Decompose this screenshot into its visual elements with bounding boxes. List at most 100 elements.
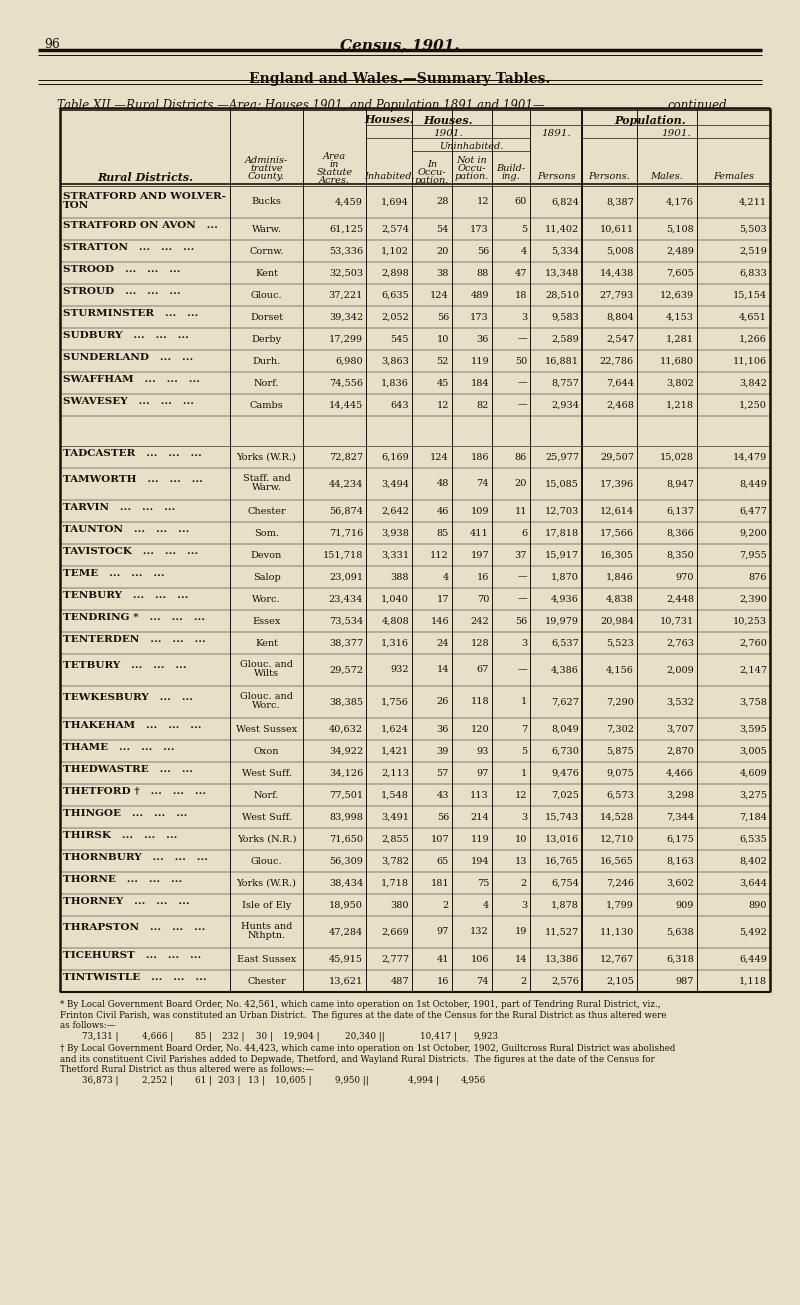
Text: 12,703: 12,703 [545,506,579,515]
Text: 20,984: 20,984 [600,616,634,625]
Text: 124: 124 [430,291,449,300]
Text: Persons.: Persons. [589,172,630,181]
Text: 3,005: 3,005 [739,746,767,756]
Text: 74: 74 [477,479,489,488]
Text: 74: 74 [477,976,489,985]
Text: 12: 12 [514,791,527,800]
Text: 1,870: 1,870 [551,573,579,582]
Text: Glouc.: Glouc. [250,291,282,300]
Text: THORNEY   ...   ...   ...: THORNEY ... ... ... [63,897,190,906]
Text: Statute: Statute [317,168,353,177]
Text: 67: 67 [477,666,489,675]
Text: 6,537: 6,537 [551,638,579,647]
Text: TON: TON [63,201,90,210]
Text: 20,340 ||: 20,340 || [345,1031,385,1041]
Text: Rural Districts.: Rural Districts. [97,172,193,183]
Text: 7,290: 7,290 [606,697,634,706]
Text: Build-: Build- [497,164,526,174]
Text: 3,938: 3,938 [381,529,409,538]
Text: 8,163: 8,163 [666,856,694,865]
Text: STRATTON   ...   ...   ...: STRATTON ... ... ... [63,243,194,252]
Text: 1,718: 1,718 [381,878,409,887]
Text: East Sussex: East Sussex [237,954,296,963]
Text: 5: 5 [521,746,527,756]
Text: 1,756: 1,756 [381,697,409,706]
Text: 6,535: 6,535 [739,834,767,843]
Text: Derby: Derby [251,334,282,343]
Text: 119: 119 [470,834,489,843]
Text: Area: Area [323,151,346,161]
Text: 12,639: 12,639 [660,291,694,300]
Text: 3: 3 [521,312,527,321]
Text: —: — [518,573,527,582]
Text: 1: 1 [521,769,527,778]
Text: 85: 85 [437,529,449,538]
Text: 2: 2 [521,976,527,985]
Text: 4,666 |: 4,666 | [142,1031,174,1041]
Text: 14: 14 [514,954,527,963]
Text: 8,350: 8,350 [666,551,694,560]
Text: 18: 18 [514,291,527,300]
Text: 9,075: 9,075 [606,769,634,778]
Text: 57: 57 [437,769,449,778]
Text: 17: 17 [437,595,449,603]
Text: Not in: Not in [457,157,487,164]
Text: Yorks (N.R.): Yorks (N.R.) [237,834,296,843]
Text: 4,651: 4,651 [739,312,767,321]
Text: 14,445: 14,445 [329,401,363,410]
Text: 128: 128 [470,638,489,647]
Text: 6,833: 6,833 [739,269,767,278]
Text: 10,611: 10,611 [600,224,634,234]
Text: 487: 487 [390,976,409,985]
Text: 2,547: 2,547 [606,334,634,343]
Text: 1,878: 1,878 [551,900,579,910]
Text: Census, 1901.: Census, 1901. [340,38,460,52]
Text: 52: 52 [437,356,449,365]
Text: 4,466: 4,466 [666,769,694,778]
Text: 4,211: 4,211 [739,197,767,206]
Text: 7,627: 7,627 [551,697,579,706]
Text: 184: 184 [470,378,489,388]
Text: Thetford Rural District as thus altered were as follows:—: Thetford Rural District as thus altered … [60,1065,314,1074]
Text: trative: trative [250,164,283,174]
Text: 214: 214 [470,813,489,822]
Text: Yorks (W.R.): Yorks (W.R.) [237,453,297,462]
Text: Glouc.: Glouc. [250,856,282,865]
Text: 2,147: 2,147 [739,666,767,675]
Text: 65: 65 [437,856,449,865]
Text: Kent: Kent [255,269,278,278]
Text: 124: 124 [430,453,449,462]
Text: Population.: Population. [614,115,686,127]
Text: 41: 41 [437,954,449,963]
Text: 54: 54 [437,224,449,234]
Text: 19,904 |: 19,904 | [283,1031,320,1041]
Text: 3,758: 3,758 [739,697,767,706]
Text: Norf.: Norf. [254,791,279,800]
Text: TINTWISTLE   ...   ...   ...: TINTWISTLE ... ... ... [63,972,206,981]
Text: 11,106: 11,106 [733,356,767,365]
Text: 4,808: 4,808 [382,616,409,625]
Text: 36: 36 [477,334,489,343]
Text: 17,299: 17,299 [329,334,363,343]
Text: THINGOE   ...   ...   ...: THINGOE ... ... ... [63,809,187,817]
Text: Table XII.—Rural Districts.—Area; Houses 1901, and Population 1891 and 1901—: Table XII.—Rural Districts.—Area; Houses… [57,99,545,112]
Text: Chester: Chester [247,976,286,985]
Text: ing.: ing. [502,172,520,181]
Text: 3,782: 3,782 [381,856,409,865]
Text: 38,434: 38,434 [329,878,363,887]
Text: SWAFFHAM   ...   ...   ...: SWAFFHAM ... ... ... [63,375,200,384]
Text: 6,318: 6,318 [666,954,694,963]
Text: 489: 489 [470,291,489,300]
Text: West Sussex: West Sussex [236,724,297,733]
Text: THORNE   ...   ...   ...: THORNE ... ... ... [63,874,182,883]
Text: Worc.: Worc. [252,595,281,603]
Text: 72,827: 72,827 [329,453,363,462]
Text: Worc.: Worc. [252,701,281,710]
Text: 232 |: 232 | [222,1031,245,1041]
Text: 13,621: 13,621 [329,976,363,985]
Text: 20: 20 [437,247,449,256]
Text: 2,105: 2,105 [606,976,634,985]
Text: 5,875: 5,875 [606,746,634,756]
Text: 60: 60 [514,197,527,206]
Text: 34,126: 34,126 [329,769,363,778]
